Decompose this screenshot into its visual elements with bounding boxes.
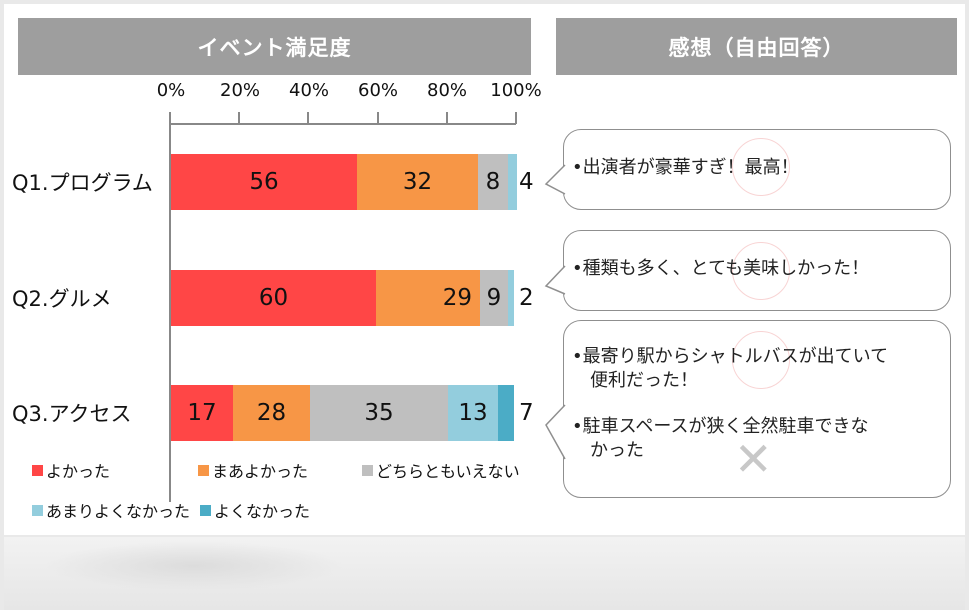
bar-segment-neutral: 35: [310, 385, 448, 441]
bar-segment-neutral: 9: [480, 270, 508, 326]
bar-segment-not-so-good: [508, 270, 514, 326]
x-tick: [377, 112, 379, 124]
legend-swatch: [200, 504, 211, 516]
bar-segment-good: 60: [171, 270, 376, 326]
legend-item-good: よかった: [32, 458, 110, 482]
bubble-tail: [544, 164, 566, 195]
legend-label: よかった: [46, 462, 111, 481]
legend-item-fairly-good: まあよかった: [198, 458, 308, 482]
highlight-circle-icon: [732, 242, 790, 300]
outside-value-label: 2: [519, 285, 534, 311]
comment-text: かった: [572, 440, 644, 461]
comment-text: •駐車スペースが狭く全然駐車できな: [572, 416, 869, 437]
comment-text: •種類も多く、とても美味しかった！: [572, 258, 870, 279]
legend-swatch: [32, 504, 43, 516]
cross-mark-icon: ✕: [734, 432, 773, 486]
comment-text: 便利だった！: [572, 370, 698, 391]
bar-segment-not-so-good: 13: [448, 385, 498, 441]
bubble-tail: [544, 265, 566, 295]
comment-bubble-q1: •出演者が豪華すぎ！最高！: [544, 129, 951, 210]
bar-segment-not-so-good: [508, 154, 517, 210]
x-tick-label: 80%: [426, 80, 468, 101]
satisfaction-title: イベント満足度: [197, 35, 352, 60]
x-tick-label: 40%: [288, 80, 330, 101]
x-axis-line: [169, 123, 516, 125]
y-axis-line: [169, 112, 171, 502]
bar-segment-fairly-good: 29: [376, 270, 480, 326]
legend-item-neutral: どちらともいえない: [362, 458, 520, 482]
bar-segment-fairly-good: 28: [233, 385, 310, 441]
legend-item-not-so-good: あまりよくなかった: [32, 498, 190, 522]
comment-bubble-q2: •種類も多く、とても美味しかった！: [544, 230, 951, 311]
bar-segment-neutral: 8: [478, 154, 508, 210]
comment-text: •最寄り駅からシャトルバスが出ていて: [572, 346, 889, 367]
bar-segment-good: 56: [171, 154, 357, 210]
highlight-circle-icon: [732, 138, 790, 196]
x-tick: [169, 112, 171, 124]
bar-q1: 56 32 8: [171, 154, 517, 210]
satisfaction-panel-header: イベント満足度: [18, 18, 531, 75]
legend-swatch: [362, 464, 373, 476]
x-tick-label: 100%: [490, 80, 542, 101]
legend-label: あまりよくなかった: [46, 502, 191, 521]
outside-value-label: 4: [519, 169, 534, 195]
x-tick: [515, 112, 517, 124]
legend-label: よくなかった: [214, 502, 311, 521]
comment-text: •出演者が豪華すぎ！最高！: [572, 157, 799, 178]
bar-segment-good: 17: [171, 385, 233, 441]
comment-bubble-q3: •最寄り駅からシャトルバスが出ていて 便利だった！ •駐車スペースが狭く全然駐車…: [545, 320, 951, 498]
bar-segment-bad: [498, 385, 514, 441]
legend-label: どちらともいえない: [376, 462, 520, 481]
x-tick-label: 60%: [357, 80, 399, 101]
category-label-q2: Q2.グルメ: [12, 287, 112, 311]
comment-spacer: [572, 393, 940, 415]
legend-item-bad: よくなかった: [200, 498, 310, 522]
category-label-q1: Q1.プログラム: [12, 171, 153, 195]
comments-title: 感想（自由回答）: [668, 35, 845, 60]
legend-swatch: [32, 464, 43, 476]
comments-panel-header: 感想（自由回答）: [556, 18, 957, 75]
x-tick-label: 0%: [156, 80, 186, 101]
bar-q2: 60 29 9: [171, 270, 514, 326]
bar-q3: 17 28 35 13: [171, 385, 514, 441]
highlight-circle-icon: [732, 331, 790, 389]
x-tick: [238, 112, 240, 124]
x-tick: [307, 112, 309, 124]
bubble-tail: [545, 404, 566, 460]
category-label-q3: Q3.アクセス: [12, 402, 132, 426]
outside-value-label: 7: [519, 400, 534, 426]
legend-swatch: [198, 464, 209, 476]
x-tick-label: 20%: [219, 80, 261, 101]
x-tick: [446, 112, 448, 124]
card-reflection: [4, 537, 965, 610]
legend-label: まあよかった: [212, 462, 309, 481]
bar-segment-fairly-good: 32: [357, 154, 478, 210]
